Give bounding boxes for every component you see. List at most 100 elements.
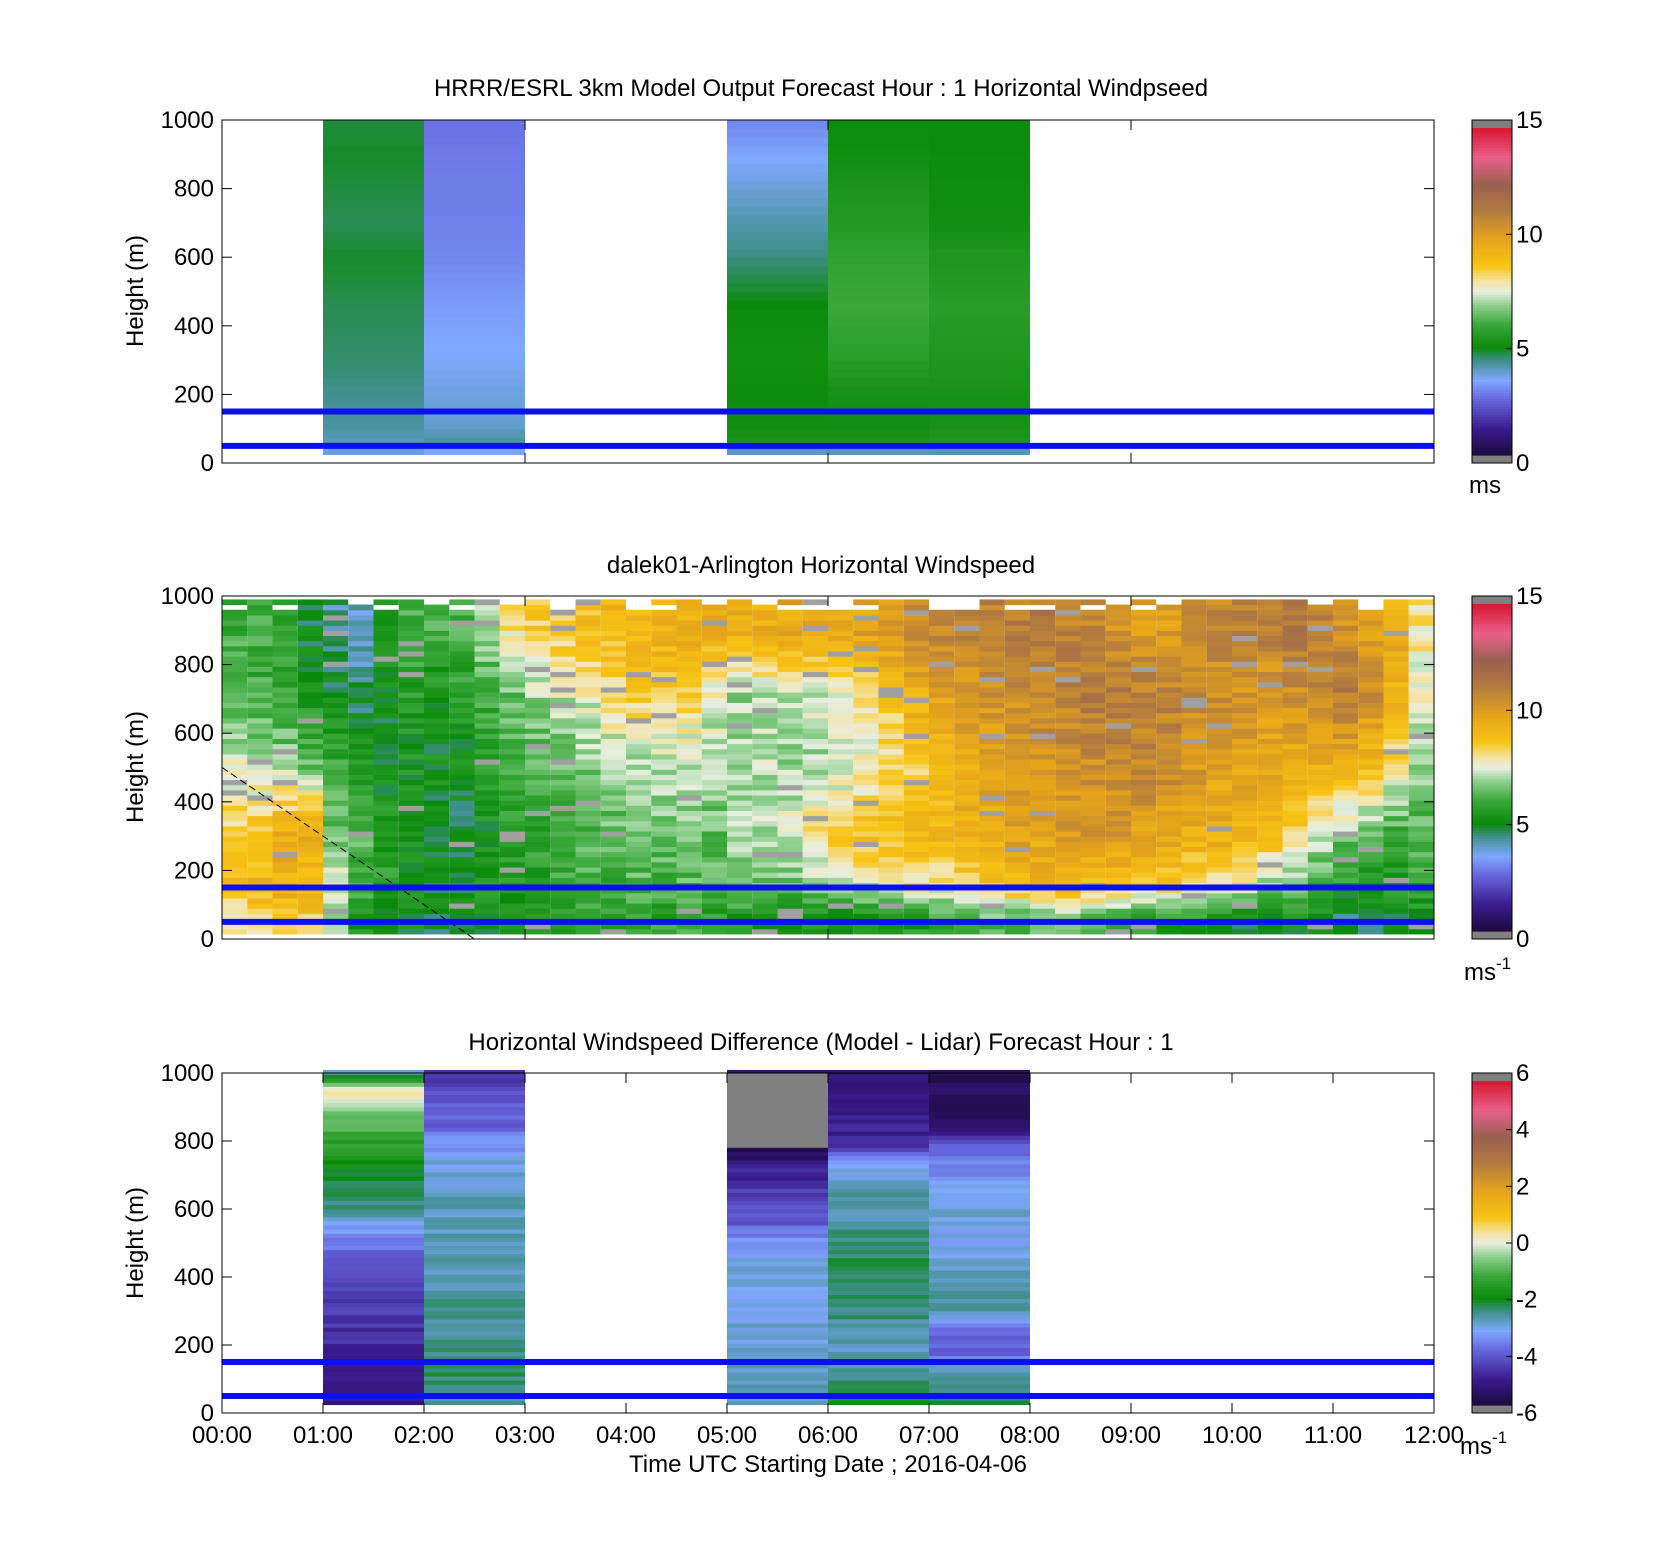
heatmap-cell [1055,830,1081,837]
heatmap-cell [323,1294,424,1300]
heatmap-cell [1131,645,1157,652]
heatmap-cell [828,1139,929,1144]
heatmap-cell [929,1086,1030,1091]
heatmap-cell [853,650,879,657]
heatmap-cell [1105,794,1131,801]
heatmap-cell [1257,789,1283,796]
heatmap-cell [1358,620,1384,626]
heatmap-cell [550,640,576,647]
heatmap-cell [323,820,349,827]
heatmap-cell [802,640,828,647]
heatmap-cell [1232,599,1258,606]
heatmap-cell [222,656,248,662]
heatmap-cell [727,872,753,878]
heatmap-cell [1004,666,1030,673]
heatmap-cell [1333,815,1359,822]
colorbar-swatch [1472,1270,1512,1274]
colorbar-swatch [1472,1164,1512,1168]
heatmap-cell [701,656,727,662]
heatmap-cell [499,779,525,786]
heatmap-cell [424,656,450,662]
heatmap-cell [398,928,424,935]
heatmap-cell [828,758,854,765]
heatmap-cell [701,815,727,822]
heatmap-cell [600,851,626,858]
heatmap-cell [297,599,323,606]
heatmap-cell [1105,722,1131,729]
heatmap-cell [929,1074,1030,1079]
heatmap-cell [651,650,677,657]
colorbar-swatch [1472,642,1512,646]
heatmap-cell [777,743,803,750]
colorbar-swatch [1472,1153,1512,1158]
heatmap-cell [828,231,929,241]
heatmap-cell [903,681,929,688]
heatmap-cell [676,722,702,729]
heatmap-cell [474,794,500,801]
heatmap-cell [651,656,677,662]
heatmap-cell [499,810,525,817]
heatmap-cell [575,681,601,688]
heatmap-cell [424,1278,525,1283]
heatmap-cell [600,902,626,909]
heatmap-cell [424,728,450,734]
heatmap-cell [929,420,1030,430]
heatmap-cell [272,722,298,729]
heatmap-cell [1408,928,1434,935]
heatmap-cell [1030,620,1056,626]
heatmap-cell [1030,666,1056,673]
heatmap-cell [323,394,424,404]
colorbar-swatch [1472,729,1512,733]
heatmap-cell [449,794,475,801]
heatmap-cell [323,851,349,858]
heatmap-cell [752,609,778,616]
heatmap-cell [828,722,854,729]
heatmap-cell [929,1310,1030,1316]
heatmap-cell [1383,743,1409,750]
heatmap-cell [525,656,551,662]
heatmap-cell [1156,666,1182,673]
heatmap-cell [802,923,828,930]
heatmap-cell [424,620,450,626]
heatmap-cell [373,784,399,791]
heatmap-cell [600,784,626,791]
colorbar-swatch [1472,1116,1512,1120]
heatmap-cell [929,1335,1030,1340]
heatmap-cell [1333,697,1359,703]
heatmap-cell [651,913,677,920]
heatmap-cell [727,609,753,616]
colorbar-swatch [1472,734,1512,739]
heatmap-cell [626,815,652,822]
heatmap-cell [1131,820,1157,827]
heatmap-cell [878,625,904,631]
heatmap-cell [1004,877,1030,884]
heatmap-cell [1232,902,1258,909]
heatmap-cell [1333,686,1359,693]
heatmap-cell [1358,810,1384,817]
heatmap-cell [323,1114,424,1120]
heatmap-cell [247,656,273,662]
heatmap-cell [727,758,753,765]
heatmap-cell [499,902,525,909]
heatmap-cell [878,614,904,621]
heatmap-cell [398,692,424,698]
heatmap-cell [449,640,475,647]
heatmap-cell [727,1171,828,1177]
heatmap-cell [550,743,576,750]
heatmap-cell [727,282,828,293]
heatmap-cell [1105,733,1131,739]
heatmap-cell [1282,656,1308,662]
heatmap-cell [297,897,323,904]
heatmap-cell [1206,712,1232,719]
colorbar-swatch [1472,1099,1512,1104]
heatmap-cell [752,851,778,858]
heatmap-cell [727,1363,828,1369]
colorbar-swatch [1472,653,1512,657]
heatmap-cell [954,686,980,693]
heatmap-cell [247,774,273,781]
heatmap-cell [777,861,803,868]
heatmap-cell [979,609,1005,616]
heatmap-cell [1383,625,1409,631]
colorbar-swatch [1472,808,1512,812]
heatmap-cell [398,908,424,914]
